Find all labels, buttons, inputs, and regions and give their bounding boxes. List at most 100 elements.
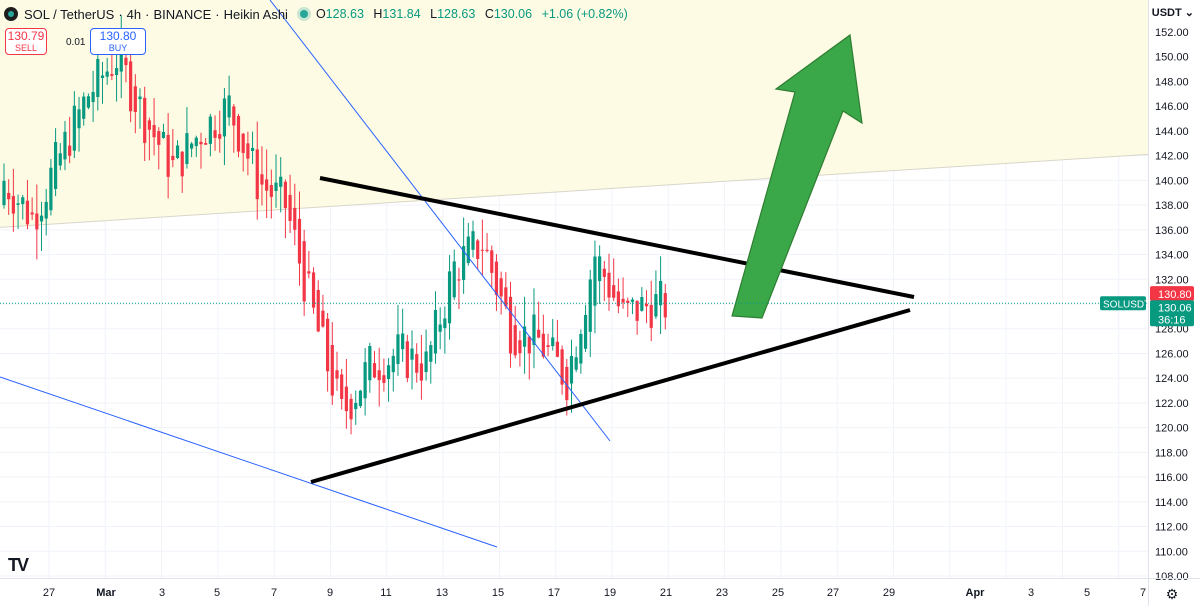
candle-body	[499, 278, 503, 297]
time-tick-label: 13	[436, 587, 448, 599]
candle-body	[654, 294, 658, 317]
candle-body	[579, 333, 583, 364]
candles	[2, 15, 667, 435]
time-tick-label: 3	[159, 587, 165, 599]
chart-style-label[interactable]: Heikin Ashi	[223, 6, 288, 22]
candle-body	[659, 280, 663, 306]
blue-support-trendline[interactable]	[0, 376, 498, 548]
candle-body	[96, 58, 100, 97]
candle-body	[297, 218, 302, 264]
candle-body	[68, 145, 72, 156]
candle-body	[429, 345, 433, 362]
candle-body	[612, 285, 616, 298]
gear-icon[interactable]: ⚙	[1165, 586, 1179, 602]
candle-body	[161, 131, 166, 138]
time-axis[interactable]: 27 Mar 3 5 7 9 11 13 15 17 19 21 23 25 27 29 Apr 3 5 7	[0, 578, 1200, 606]
candle-body	[213, 130, 217, 138]
breakout-arrow[interactable]	[731, 33, 863, 319]
market-open-dot-icon	[299, 10, 308, 18]
candle-body	[100, 75, 105, 78]
candle-body	[2, 180, 6, 206]
candle-body	[143, 97, 147, 143]
candle-body	[344, 386, 348, 412]
candle-body	[490, 250, 494, 273]
triangle-upper-line[interactable]	[319, 176, 915, 299]
candle-body	[363, 362, 367, 399]
candle-body	[593, 256, 597, 306]
candle-body	[626, 300, 630, 304]
time-tick-label: 5	[214, 587, 220, 599]
candle-body	[138, 96, 142, 100]
price-tick-label: 124.00	[1155, 373, 1189, 385]
candle-body	[368, 346, 372, 381]
symbol-logo-icon	[4, 7, 18, 21]
candle-body	[541, 333, 545, 357]
candle-body	[199, 141, 203, 145]
candle-body	[438, 324, 442, 332]
candle-body	[185, 133, 189, 165]
time-tick-label: 27	[43, 587, 55, 599]
time-tick-label: 15	[492, 587, 504, 599]
resistance-zone	[0, 0, 1148, 228]
candle-body	[11, 196, 15, 214]
candle-body	[307, 271, 311, 274]
candle-body	[410, 348, 414, 360]
currency-label: USDT	[1151, 7, 1182, 19]
candle-body	[321, 310, 325, 327]
candle-body	[447, 271, 452, 324]
candle-body	[302, 241, 306, 302]
price-tick-label: 122.00	[1155, 398, 1189, 410]
candle-body	[354, 402, 358, 410]
last-price-label: 130.06	[1158, 302, 1192, 314]
candle-body	[190, 143, 194, 149]
time-tick-label: 3	[1028, 587, 1034, 599]
time-tick-label: Apr	[966, 587, 986, 599]
candle-body	[86, 96, 91, 108]
candle-body	[607, 272, 611, 298]
sell-button[interactable]: 130.79 SELL	[5, 28, 47, 55]
candle-body	[382, 375, 386, 383]
exchange-label: BINANCE	[153, 6, 212, 22]
ask-price-label: 130.80	[1158, 289, 1192, 301]
chevron-down-icon: ⌄	[1184, 7, 1194, 19]
price-tick-label: 128.00	[1155, 324, 1189, 336]
candle-body	[175, 145, 180, 158]
candle-body	[649, 305, 653, 328]
candle-body	[21, 197, 25, 205]
candle-body	[480, 249, 484, 251]
chart-header: SOL / TetherUS · 4h · BINANCE · Heikin A…	[4, 4, 634, 24]
time-tick-label: 27	[827, 587, 839, 599]
candle-body	[555, 341, 560, 357]
candle-body	[565, 366, 569, 401]
tradingview-logo-icon[interactable]: TV	[8, 555, 29, 575]
candle-body	[602, 268, 606, 277]
spread-value: 0.01	[66, 37, 86, 48]
blue-descending-trendline[interactable]	[269, 0, 611, 442]
symbol-tag-label: SOLUSDT	[1103, 299, 1150, 310]
candle-body	[522, 326, 527, 347]
buy-price: 130.80	[99, 28, 137, 43]
candle-body	[77, 109, 81, 129]
currency-selector[interactable]: USDT ⌄	[1152, 6, 1194, 19]
candle-body	[598, 256, 602, 282]
triangle-lower-line[interactable]	[310, 308, 911, 484]
price-axis[interactable]: 152.00 150.00 148.00 146.00 144.00 142.00 140.…	[1148, 0, 1200, 606]
candle-body	[494, 261, 499, 295]
price-tick-label: 118.00	[1155, 447, 1188, 459]
buy-button[interactable]: 130.80 BUY	[90, 28, 146, 55]
candle-body	[25, 200, 30, 225]
candle-body	[241, 133, 245, 153]
candle-body	[583, 314, 588, 349]
candle-body	[58, 153, 62, 166]
candle-body	[260, 174, 264, 185]
price-tick-label: 120.00	[1155, 423, 1189, 435]
interval-label[interactable]: 4h	[126, 6, 142, 22]
symbol-name[interactable]: SOL / TetherUS	[24, 6, 115, 22]
candle-body	[527, 336, 531, 354]
candle-body	[180, 151, 184, 177]
last-price-badge	[1150, 300, 1194, 327]
price-tick-label: 136.00	[1155, 225, 1189, 237]
candle-body	[7, 192, 11, 200]
